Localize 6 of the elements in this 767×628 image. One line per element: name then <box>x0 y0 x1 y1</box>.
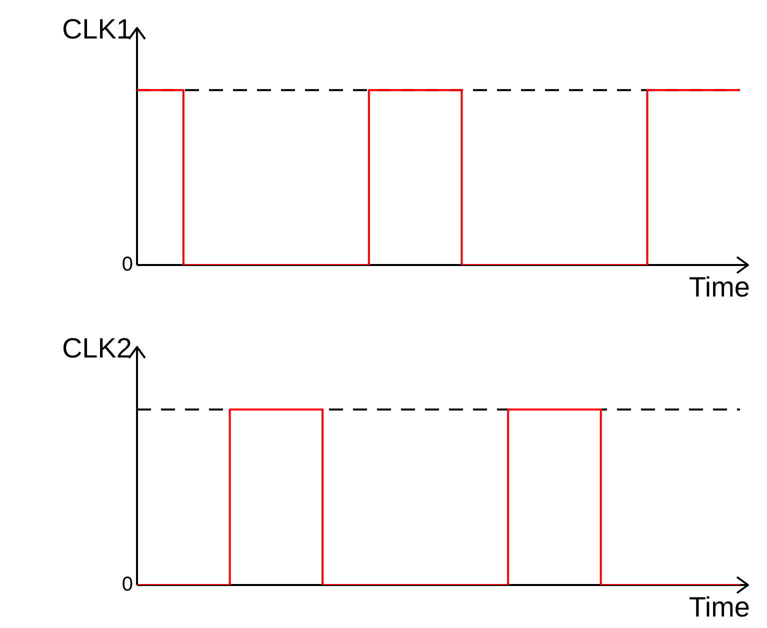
y-axis-title: CLK2 <box>62 332 132 364</box>
y-axis-title: CLK1 <box>62 14 132 45</box>
text: 0 <box>122 254 133 276</box>
x-axis-title: Time <box>688 592 750 623</box>
text: 0 <box>122 574 133 596</box>
x-axis-title: Time <box>688 272 750 303</box>
